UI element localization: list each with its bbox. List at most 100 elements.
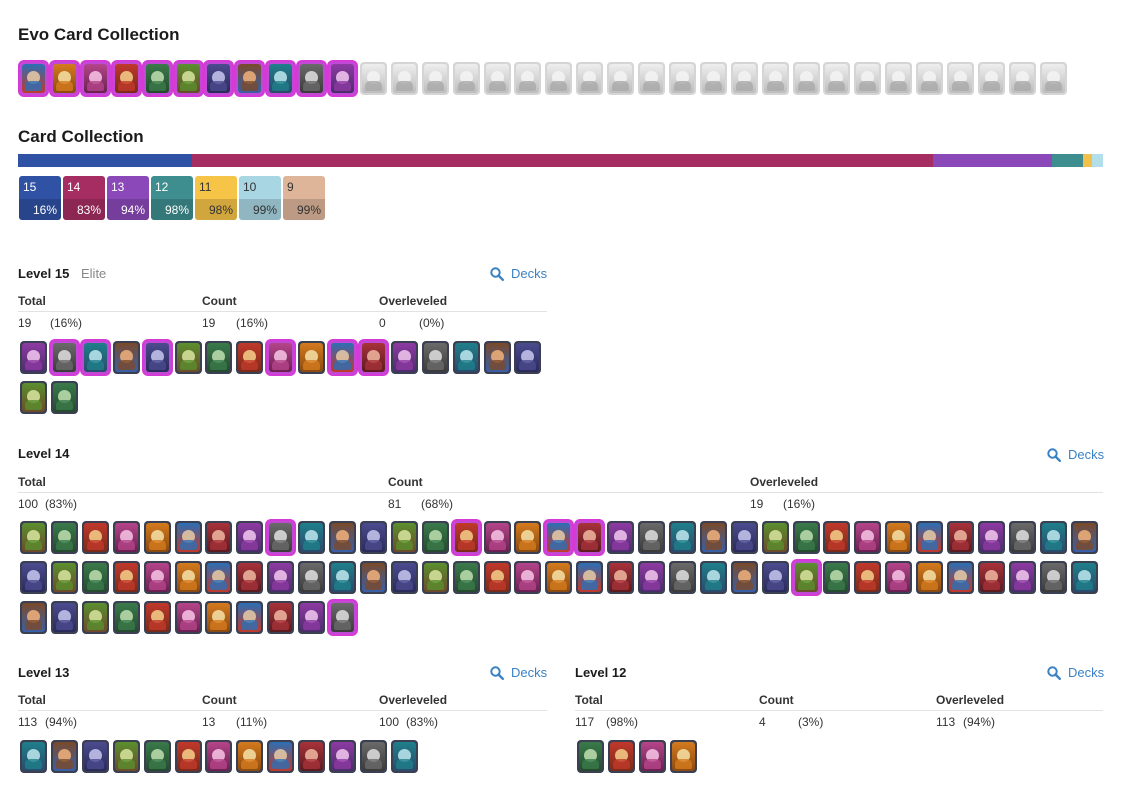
card-icon[interactable] <box>823 521 851 554</box>
card-icon[interactable] <box>50 561 78 594</box>
card-icon[interactable] <box>792 521 820 554</box>
card-icon[interactable] <box>205 62 233 95</box>
card-icon[interactable] <box>514 341 542 374</box>
locked-card-icon[interactable] <box>730 62 758 95</box>
card-icon[interactable] <box>329 601 356 634</box>
card-icon[interactable] <box>298 341 326 374</box>
card-icon[interactable] <box>174 561 202 594</box>
card-icon[interactable] <box>576 521 604 554</box>
card-icon[interactable] <box>390 341 418 374</box>
card-icon[interactable] <box>112 561 140 594</box>
locked-card-icon[interactable] <box>792 62 820 95</box>
card-icon[interactable] <box>452 561 480 594</box>
locked-card-icon[interactable] <box>421 62 449 95</box>
locked-card-icon[interactable] <box>452 62 480 95</box>
card-icon[interactable] <box>143 62 171 95</box>
locked-card-icon[interactable] <box>638 62 665 95</box>
level14-decks-link[interactable]: Decks <box>1047 447 1104 462</box>
card-icon[interactable] <box>514 521 542 554</box>
card-icon[interactable] <box>699 521 727 554</box>
card-icon[interactable] <box>669 740 697 773</box>
card-icon[interactable] <box>761 521 789 554</box>
card-icon[interactable] <box>298 62 326 95</box>
card-icon[interactable] <box>174 601 202 634</box>
card-icon[interactable] <box>174 62 202 95</box>
card-icon[interactable] <box>885 521 913 554</box>
card-icon[interactable] <box>1008 521 1036 554</box>
card-icon[interactable] <box>730 521 758 554</box>
card-icon[interactable] <box>20 62 47 95</box>
card-icon[interactable] <box>236 601 264 634</box>
card-icon[interactable] <box>112 601 140 634</box>
card-icon[interactable] <box>483 561 511 594</box>
locked-card-icon[interactable] <box>947 62 974 95</box>
card-icon[interactable] <box>20 521 47 554</box>
card-icon[interactable] <box>483 521 511 554</box>
card-icon[interactable] <box>761 561 789 594</box>
card-icon[interactable] <box>421 341 449 374</box>
card-icon[interactable] <box>421 521 449 554</box>
card-icon[interactable] <box>329 561 356 594</box>
card-icon[interactable] <box>267 341 295 374</box>
card-icon[interactable] <box>916 521 944 554</box>
card-icon[interactable] <box>112 341 140 374</box>
locked-card-icon[interactable] <box>483 62 511 95</box>
locked-card-icon[interactable] <box>514 62 542 95</box>
card-icon[interactable] <box>329 740 356 773</box>
card-icon[interactable] <box>20 740 47 773</box>
card-icon[interactable] <box>236 740 264 773</box>
card-icon[interactable] <box>638 561 665 594</box>
card-icon[interactable] <box>792 561 820 594</box>
card-icon[interactable] <box>298 561 326 594</box>
card-icon[interactable] <box>267 62 295 95</box>
locked-card-icon[interactable] <box>977 62 1005 95</box>
locked-card-icon[interactable] <box>576 62 604 95</box>
level12-decks-link[interactable]: Decks <box>1047 665 1104 680</box>
card-icon[interactable] <box>452 341 480 374</box>
card-icon[interactable] <box>205 341 233 374</box>
card-icon[interactable] <box>638 521 665 554</box>
locked-card-icon[interactable] <box>390 62 418 95</box>
locked-card-icon[interactable] <box>545 62 573 95</box>
card-icon[interactable] <box>359 561 387 594</box>
card-icon[interactable] <box>390 521 418 554</box>
card-icon[interactable] <box>143 521 171 554</box>
card-icon[interactable] <box>81 601 109 634</box>
card-icon[interactable] <box>112 62 140 95</box>
locked-card-icon[interactable] <box>823 62 851 95</box>
level13-decks-link[interactable]: Decks <box>490 665 547 680</box>
locked-card-icon[interactable] <box>699 62 727 95</box>
card-icon[interactable] <box>81 561 109 594</box>
card-icon[interactable] <box>977 521 1005 554</box>
card-icon[interactable] <box>50 601 78 634</box>
card-icon[interactable] <box>947 521 974 554</box>
card-icon[interactable] <box>329 62 356 95</box>
card-icon[interactable] <box>50 341 78 374</box>
card-icon[interactable] <box>329 341 356 374</box>
card-icon[interactable] <box>20 561 47 594</box>
locked-card-icon[interactable] <box>916 62 944 95</box>
card-icon[interactable] <box>267 740 295 773</box>
card-icon[interactable] <box>112 740 140 773</box>
card-icon[interactable] <box>854 561 882 594</box>
card-icon[interactable] <box>20 601 47 634</box>
card-icon[interactable] <box>359 740 387 773</box>
card-icon[interactable] <box>298 521 326 554</box>
locked-card-icon[interactable] <box>761 62 789 95</box>
card-icon[interactable] <box>298 601 326 634</box>
locked-card-icon[interactable] <box>885 62 913 95</box>
card-icon[interactable] <box>50 740 78 773</box>
card-icon[interactable] <box>174 740 202 773</box>
card-icon[interactable] <box>236 341 264 374</box>
card-icon[interactable] <box>20 341 47 374</box>
card-icon[interactable] <box>205 601 233 634</box>
locked-card-icon[interactable] <box>854 62 882 95</box>
card-icon[interactable] <box>576 561 604 594</box>
card-icon[interactable] <box>483 341 511 374</box>
card-icon[interactable] <box>112 521 140 554</box>
card-icon[interactable] <box>236 561 264 594</box>
card-icon[interactable] <box>143 341 171 374</box>
locked-card-icon[interactable] <box>668 62 696 95</box>
card-icon[interactable] <box>1008 561 1036 594</box>
card-icon[interactable] <box>607 740 635 773</box>
